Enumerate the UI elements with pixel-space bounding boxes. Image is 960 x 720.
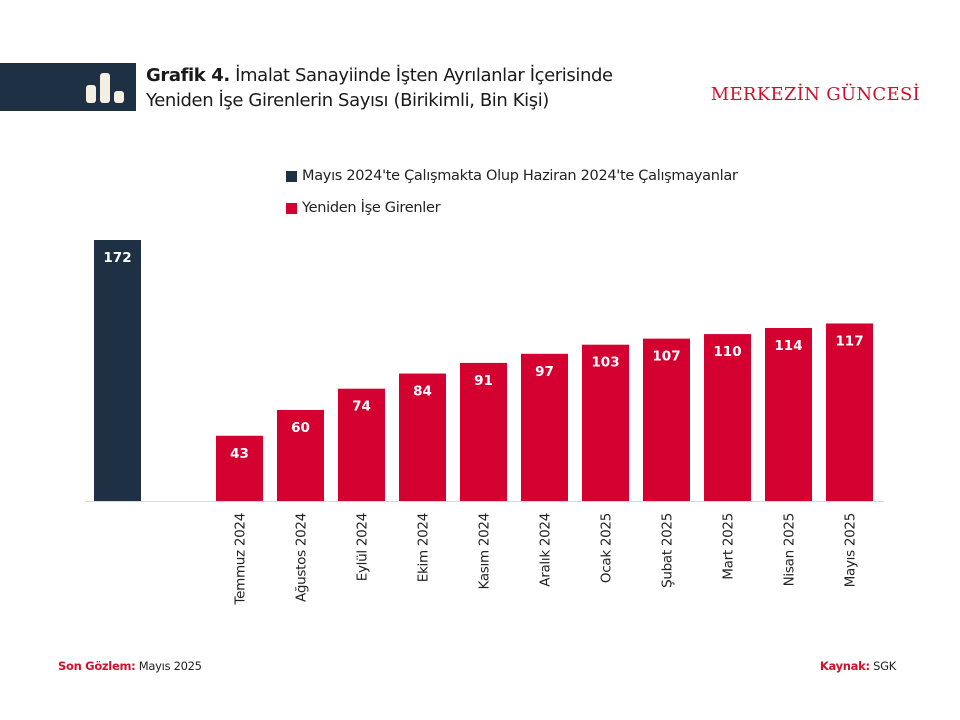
x-tick-label: Mart 2025 [721, 513, 737, 580]
bar-chart-icon [86, 73, 124, 103]
source-label: Kaynak: [819, 659, 870, 673]
chart-title: Grafik 4. İmalat Sanayiinde İşten Ayrıla… [146, 63, 613, 113]
x-tick-label: Şubat 2025 [660, 513, 676, 588]
bar-red-9 [643, 338, 690, 501]
bar-red-10 [704, 334, 751, 501]
x-tick-label: Ocak 2025 [599, 513, 615, 583]
title-bold: Grafik 4. [146, 65, 230, 86]
data-label: 107 [652, 349, 680, 365]
x-tick-label: Kasım 2024 [477, 513, 493, 589]
bar-red-6 [460, 362, 507, 501]
legend-swatch-red [286, 202, 297, 214]
bar-red-5 [399, 373, 446, 501]
x-tick-label: Ağustos 2024 [294, 513, 310, 602]
legend-swatch-navy [286, 170, 297, 182]
last-observation-value: Mayıs 2025 [138, 659, 202, 673]
legend-item-navy: Mayıs 2024'te Çalışmakta Olup Haziran 20… [286, 160, 738, 192]
data-label: 172 [103, 250, 131, 266]
data-label: 84 [413, 384, 432, 400]
data-label: 60 [291, 420, 310, 436]
data-label: 110 [713, 344, 741, 360]
legend-label-navy: Mayıs 2024'te Çalışmakta Olup Haziran 20… [302, 168, 738, 184]
x-tick-label: Ekim 2024 [416, 513, 432, 582]
bar-red-4 [338, 388, 385, 501]
bar-red-2 [216, 435, 263, 501]
data-label: 117 [835, 333, 863, 349]
bar-red-8 [582, 344, 629, 501]
bar-navy-0 [94, 240, 141, 501]
bar-red-7 [521, 353, 568, 501]
x-tick-label: Aralık 2024 [538, 513, 554, 587]
bar-red-12 [826, 323, 873, 501]
title-line-2: Yeniden İşe Girenlerin Sayısı (Birikimli… [146, 90, 549, 111]
data-label: 74 [352, 399, 371, 415]
data-label: 91 [474, 373, 493, 389]
source: Kaynak: SGK [820, 659, 896, 673]
bar-red-11 [765, 328, 812, 501]
x-tick-label: Eylül 2024 [355, 513, 371, 581]
legend: Mayıs 2024'te Çalışmakta Olup Haziran 20… [286, 160, 738, 224]
brand-logo: MERKEZİN GÜNCESİ [710, 84, 920, 105]
legend-item-red: Yeniden İşe Girenler [286, 192, 738, 224]
data-label: 103 [591, 355, 619, 371]
source-value: SGK [873, 659, 896, 673]
last-observation: Son Gözlem: Mayıs 2025 [58, 659, 202, 673]
x-tick-label: Nisan 2025 [782, 513, 798, 586]
bar-red-3 [277, 409, 324, 501]
data-label: 43 [230, 446, 249, 462]
x-tick-label: Temmuz 2024 [233, 513, 249, 606]
legend-label-red: Yeniden İşe Girenler [302, 200, 441, 216]
last-observation-label: Son Gözlem: [58, 659, 136, 673]
data-label: 114 [774, 338, 802, 354]
x-tick-label: Mayıs 2025 [843, 513, 859, 587]
title-line-1: İmalat Sanayiinde İşten Ayrılanlar İçeri… [235, 65, 613, 86]
data-label: 97 [535, 364, 554, 380]
title-banner [0, 63, 136, 111]
